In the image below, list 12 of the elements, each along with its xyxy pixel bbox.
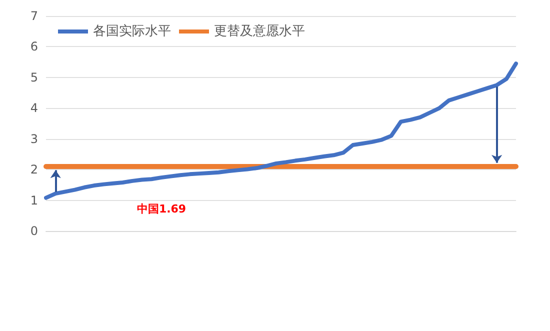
annotation: 中国1.69 [136, 202, 186, 216]
y-tick-label: 2 [30, 162, 38, 177]
y-tick-label: 1 [30, 193, 38, 208]
legend-label: 更替及意愿水平 [214, 24, 305, 39]
y-tick-label: 4 [30, 101, 38, 116]
y-tick-label: 7 [30, 9, 38, 23]
y-tick-label: 6 [30, 40, 38, 54]
y-tick-label: 3 [30, 132, 38, 146]
y-tick-label: 0 [30, 224, 38, 238]
line-series [44, 62, 518, 200]
y-tick-label: 5 [30, 70, 38, 84]
legend-label: 各国实际水平 [93, 24, 171, 39]
